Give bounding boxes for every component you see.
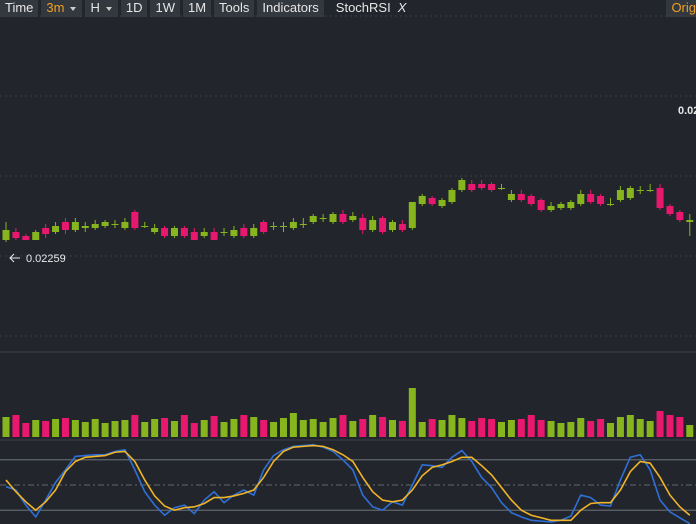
- volume-bar: [557, 423, 565, 437]
- volume-bar: [42, 421, 50, 437]
- interval-1m[interactable]: 1M: [182, 0, 212, 17]
- volume-bar: [111, 421, 119, 437]
- volume-bar: [656, 411, 664, 437]
- volume-bar: [200, 420, 208, 437]
- tools-button[interactable]: Tools: [214, 0, 255, 17]
- volume-bar: [428, 419, 436, 437]
- volume-bar: [636, 419, 644, 437]
- volume-bar: [547, 421, 555, 437]
- volume-bar: [498, 422, 505, 437]
- volume-bar: [210, 416, 218, 437]
- interval-dropdown[interactable]: 3m: [41, 0, 83, 17]
- volume-bar: [468, 421, 476, 437]
- volume-bar: [587, 421, 595, 437]
- price-label: 0.02: [678, 105, 696, 117]
- volume-bar: [686, 425, 694, 437]
- volume-bar: [270, 422, 278, 437]
- interval-1d[interactable]: 1D: [120, 0, 148, 17]
- volume-bar: [626, 415, 634, 437]
- volume-bar: [2, 417, 10, 437]
- volume-bar: [289, 413, 297, 437]
- stoch-line: [5, 444, 691, 522]
- stoch-line: [5, 443, 691, 524]
- volume-bar: [190, 423, 198, 437]
- volume-bar: [141, 422, 149, 437]
- volume-bar: [12, 415, 20, 437]
- volume-bar: [418, 422, 426, 437]
- indicators-button[interactable]: Indicators: [257, 0, 324, 17]
- toolbar: Time 3m H 1D 1W 1M Tools Indicators Stoc…: [0, 0, 696, 17]
- volume-bar: [438, 420, 446, 437]
- volume-bar: [170, 421, 178, 437]
- volume-bar: [349, 421, 357, 437]
- volume-bar: [488, 419, 496, 437]
- volume-bar: [577, 418, 585, 437]
- volume-bar: [32, 420, 40, 437]
- volume-bar: [161, 418, 169, 437]
- volume-bar: [398, 421, 406, 437]
- indicator-close[interactable]: X: [397, 0, 407, 15]
- volume-bar: [616, 417, 624, 437]
- volume-bar: [329, 418, 337, 437]
- volume-bar: [240, 415, 248, 437]
- volume-bar: [388, 420, 396, 437]
- volume-bar: [379, 417, 387, 437]
- volume-bar: [71, 420, 79, 437]
- volume-bar: [567, 422, 575, 437]
- volume-bar: [230, 419, 238, 437]
- volume-bar: [369, 415, 377, 437]
- volume-bar: [299, 420, 307, 437]
- original-button[interactable]: Orig: [666, 0, 696, 17]
- volume-bar: [121, 420, 129, 437]
- volume-bar: [91, 419, 99, 437]
- time-button[interactable]: Time: [0, 0, 39, 17]
- volume-bar: [537, 420, 545, 437]
- volume-bar: [646, 421, 654, 437]
- volume-bar: [517, 419, 525, 437]
- chart-style-dropdown[interactable]: H: [85, 0, 118, 17]
- volume-bar: [319, 422, 327, 437]
- volume-bar: [478, 418, 486, 437]
- volume-bar: [250, 417, 258, 437]
- volume-bar: [527, 415, 535, 437]
- volume-bar: [81, 422, 89, 437]
- volume-bar: [448, 415, 456, 437]
- volume-bar: [260, 420, 268, 437]
- volume-bar: [22, 423, 30, 437]
- volume-bar: [666, 415, 674, 437]
- volume-bar: [279, 418, 287, 437]
- volume-bar: [339, 415, 347, 437]
- volume-bar: [180, 415, 188, 437]
- volume-bar: [676, 417, 684, 437]
- volume-bar: [408, 388, 416, 437]
- volume-bar: [151, 419, 159, 437]
- interval-1w[interactable]: 1W: [150, 0, 180, 17]
- volume-bar: [359, 419, 367, 437]
- volume-bar: [131, 415, 139, 437]
- volume-bar: [101, 423, 109, 437]
- volume-bar: [309, 419, 317, 437]
- volume-bar: [52, 419, 60, 437]
- indicator-name: StochRSI: [335, 0, 391, 15]
- volume-bar: [458, 418, 466, 437]
- volume-bar: [61, 418, 69, 437]
- volume-bar: [220, 422, 228, 437]
- volume-bar: [507, 420, 515, 437]
- low-label: 0.02259: [26, 253, 66, 265]
- low-arrow-head: [9, 253, 15, 263]
- volume-bar: [597, 419, 605, 437]
- volume-bar: [607, 423, 615, 437]
